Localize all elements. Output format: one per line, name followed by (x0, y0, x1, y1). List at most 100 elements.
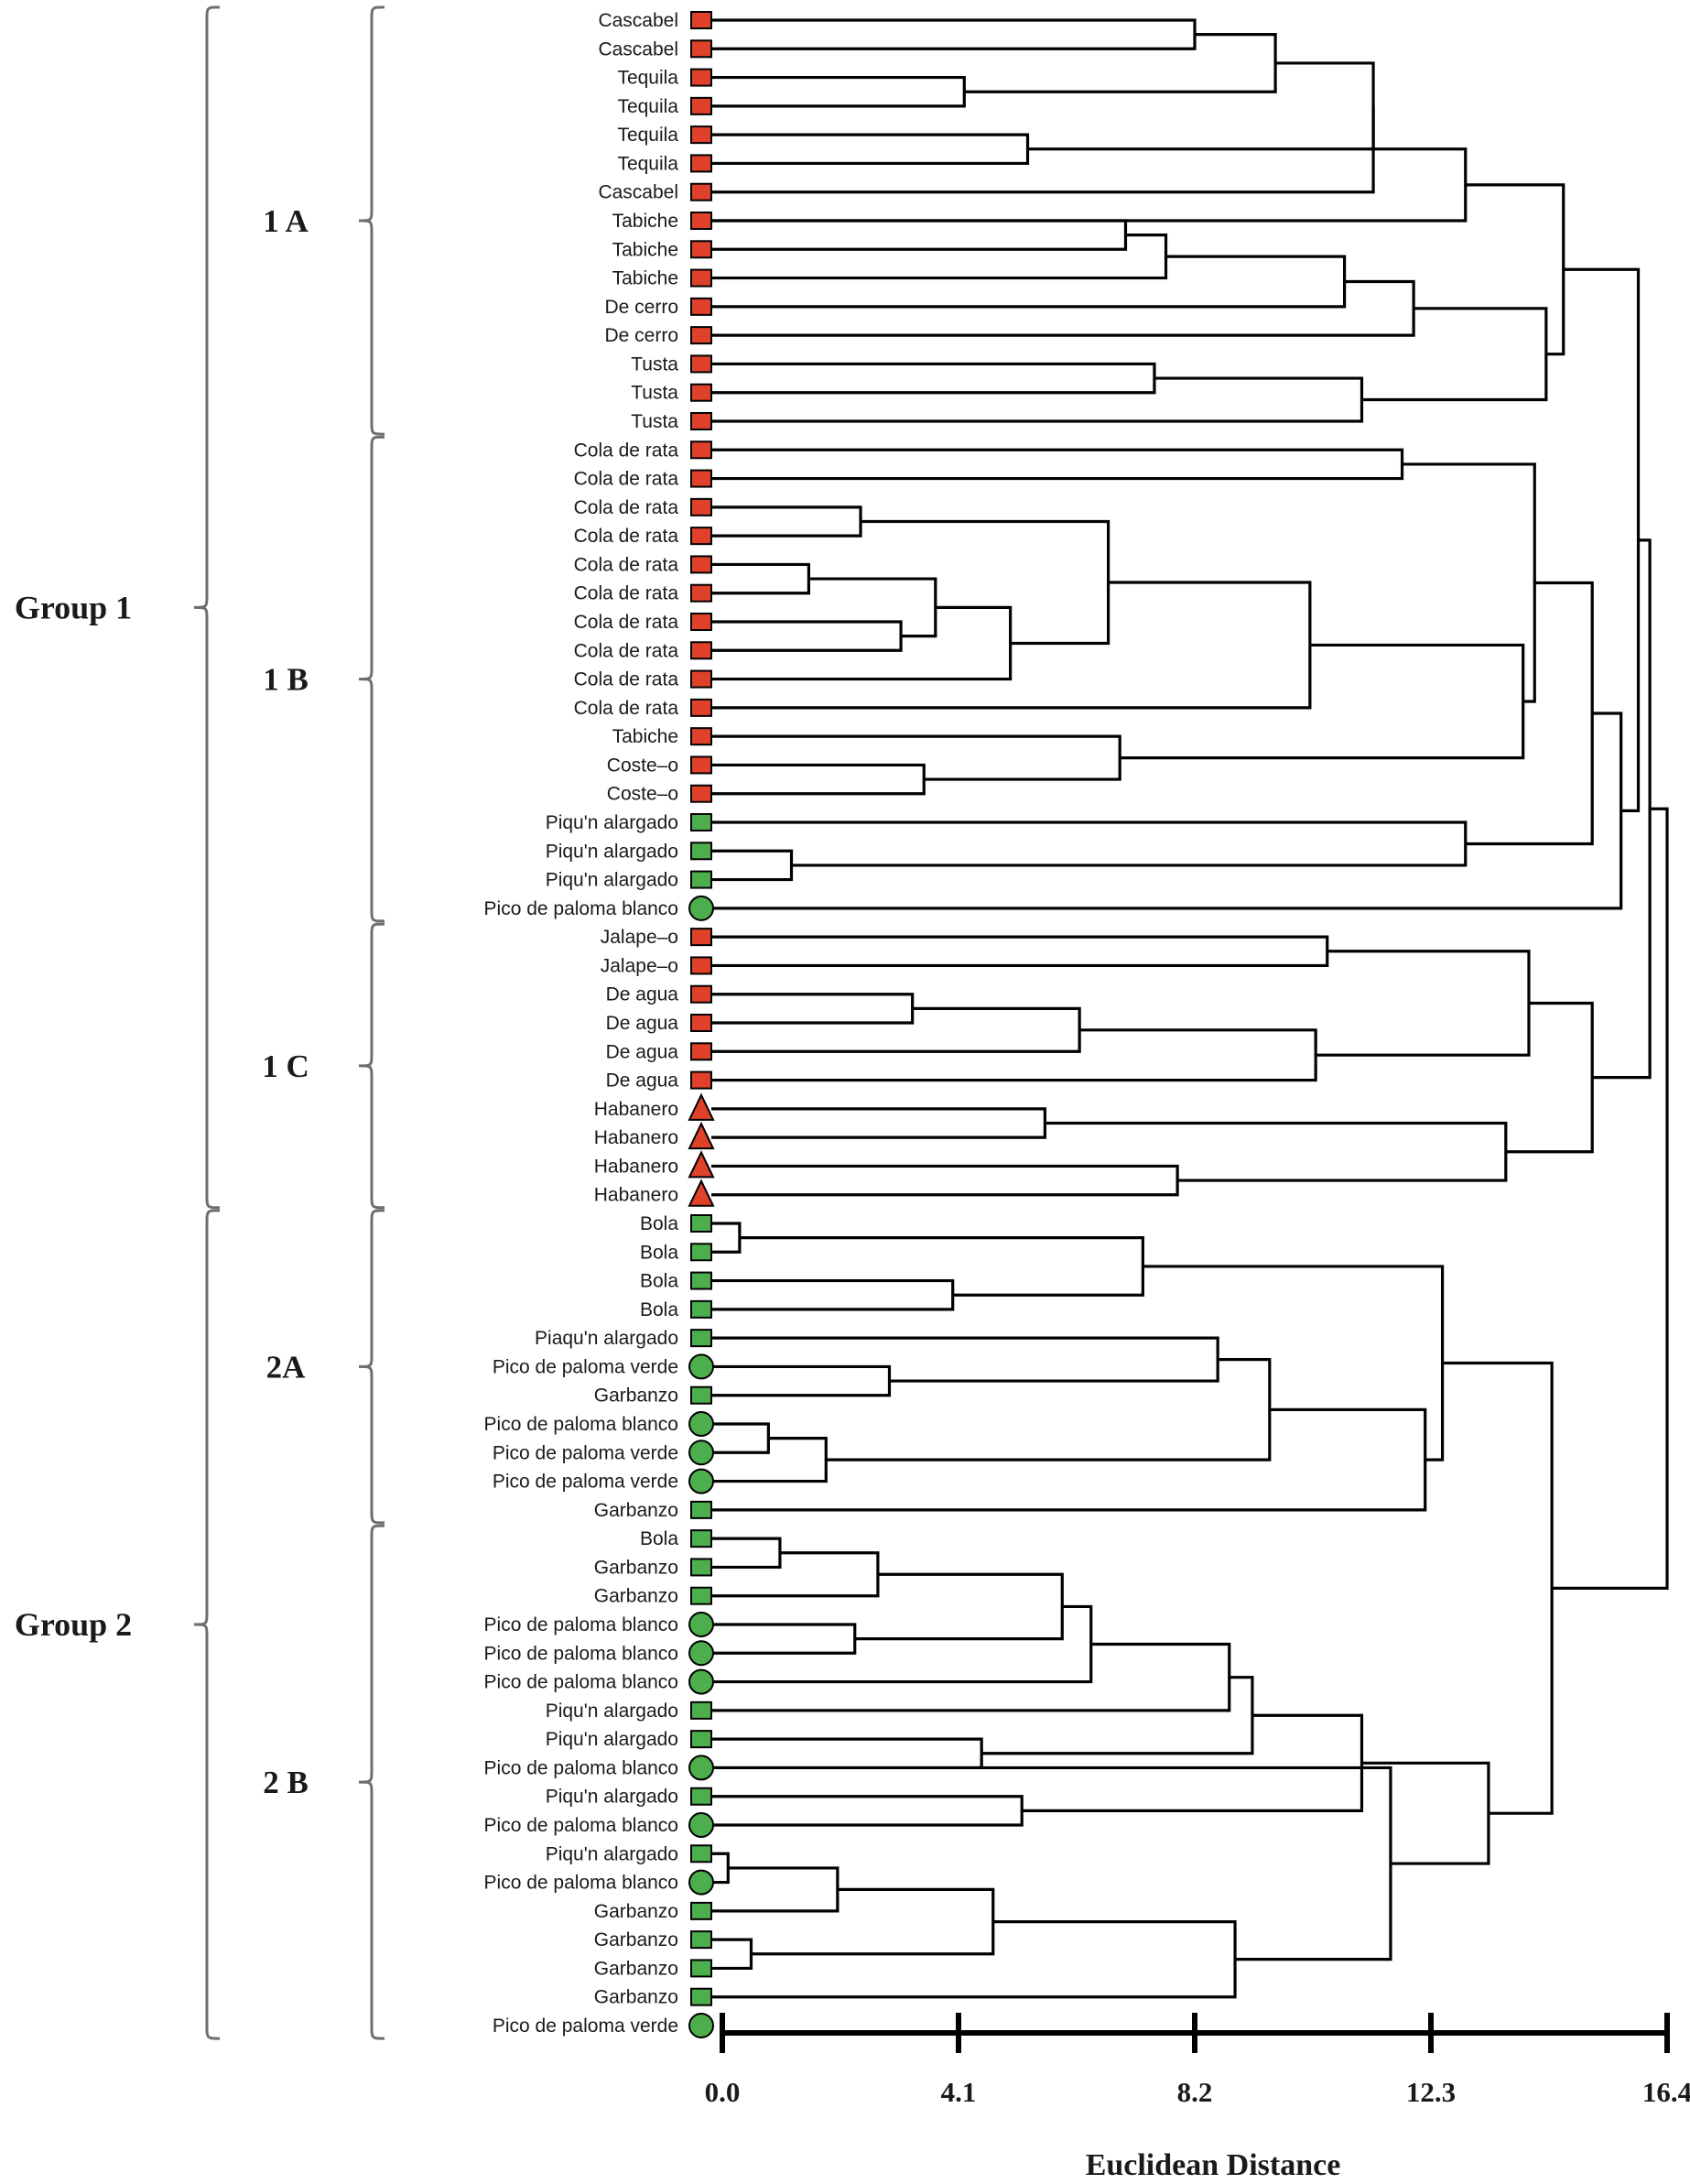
dendrogram-link (1465, 183, 1565, 356)
leaf-marker-square (690, 125, 712, 145)
leaf-label: De agua (606, 1013, 679, 1034)
leaf-label: Piqu'n alargado (546, 1700, 678, 1722)
x-axis-title: Euclidean Distance (1086, 2148, 1341, 2182)
dendrogram-link (711, 1919, 1237, 1999)
x-tick-label: 4.1 (941, 2076, 977, 2108)
leaf-marker-square (690, 1271, 712, 1290)
x-tick-label: 16.4 (1642, 2076, 1690, 2108)
dendrogram-link (711, 712, 1623, 910)
leaf-label: Garbanzo (594, 1557, 678, 1578)
leaf-marker-square (690, 39, 712, 59)
leaf-label: De agua (606, 984, 679, 1005)
dendrogram-link (739, 1236, 1144, 1297)
dendrogram-link (711, 1278, 955, 1311)
leaf-marker-square (690, 527, 712, 546)
dendrogram-link (1442, 1361, 1554, 1815)
leaf-label: Cascabel (598, 38, 678, 60)
leaf-label: Cola de rata (574, 469, 679, 490)
leaf-marker-circle (688, 1812, 714, 1838)
dendrogram-link (711, 1737, 983, 1770)
leaf-label: Bola (640, 1242, 678, 1263)
dendrogram-link (711, 1604, 1093, 1684)
leaf-marker-square (690, 583, 712, 603)
leaf-marker-square (690, 641, 712, 660)
x-axis: 0.0 4.1 8.2 12.3 16.4 Euclidean Distance (705, 2013, 1690, 2182)
leaf-label: Piqu'n alargado (546, 1787, 678, 1808)
leaf-marker-square (690, 1987, 712, 2006)
leaf-marker-square (690, 1700, 712, 1720)
leaf-label: Cascabel (598, 182, 678, 203)
subgroup-brace (358, 922, 385, 1210)
leaf-label: Tabiche (612, 268, 678, 289)
leaf-marker-square (690, 182, 712, 201)
dendrogram-link (711, 935, 1329, 968)
subgroup-label: 1 A (263, 203, 309, 239)
leaf-label: Pico de paloma verde (493, 1442, 678, 1463)
leaf-marker-circle (688, 1353, 714, 1380)
leaf-label: Pico de paloma blanco (484, 1815, 678, 1836)
leaf-marker-square (690, 613, 712, 631)
leaf-label: Tabiche (612, 726, 678, 747)
leaf-marker-circle (688, 1411, 714, 1437)
dendrogram-link (711, 234, 1168, 280)
leaf-marker-square (690, 68, 712, 87)
dendrogram-link (711, 1795, 1024, 1827)
dendrogram-link (1361, 307, 1548, 402)
dendrogram-link (711, 993, 915, 1025)
leaf-marker-circle (688, 895, 714, 921)
leaf-label: De agua (606, 1070, 679, 1092)
leaf-label: Tequila (617, 153, 678, 174)
leaf-label: Piqu'n alargado (546, 812, 678, 833)
leaf-marker-square (690, 326, 712, 345)
leaf-marker-square (690, 1558, 712, 1577)
dendrogram-link (711, 105, 1375, 194)
leaf-label: Cola de rata (574, 698, 679, 719)
x-tick-label: 8.2 (1177, 2076, 1213, 2108)
leaf-marker-circle (688, 1668, 714, 1695)
leaf-markers (688, 11, 715, 2038)
dendrogram-link (711, 849, 794, 882)
leaf-marker-square (690, 440, 712, 460)
leaf-label: De agua (606, 1041, 679, 1062)
dendrogram-link (711, 1107, 1046, 1139)
leaf-label: Tequila (617, 125, 678, 146)
dendrogram-link (1465, 581, 1594, 846)
dendrogram-link (711, 1222, 742, 1254)
dendrogram-link (1316, 950, 1531, 1057)
dendrogram-link (711, 18, 1197, 50)
dendrogram-link (964, 33, 1277, 93)
subgroup-label: 2A (266, 1349, 307, 1385)
leaf-label: Cola de rata (574, 497, 679, 518)
leaf-marker-square (690, 497, 712, 516)
leaf-marker-square (690, 1787, 712, 1806)
leaf-marker-circle (688, 1440, 714, 1466)
leaf-marker-square (690, 1586, 712, 1605)
leaf-marker-square (690, 1959, 712, 1978)
dendrogram-link (711, 763, 926, 796)
dendrogram-link (1402, 462, 1536, 703)
group-label: Group 1 (15, 589, 132, 625)
leaf-marker-triangle (688, 1150, 715, 1179)
dendrogram-link (808, 577, 937, 638)
dendrogram-link (711, 1336, 1219, 1383)
leaf-label: Tequila (617, 96, 678, 117)
leaf-marker-square (690, 1042, 712, 1061)
dendrogram-link (711, 219, 1128, 251)
dendrogram-link (711, 581, 1312, 710)
dendrogram-link (711, 133, 1030, 166)
leaf-label: Garbanzo (594, 1929, 678, 1950)
dendrogram-link (1592, 538, 1652, 1080)
dendrogram-link (711, 1938, 753, 1971)
leaf-marker-square (690, 1385, 712, 1405)
leaf-marker-circle (688, 1755, 714, 1781)
dendrogram-link (711, 820, 1468, 867)
dendrogram-link (711, 1437, 828, 1483)
dendrogram-link (1022, 1713, 1364, 1812)
dendrogram-link (711, 734, 1121, 781)
dendrogram-link (1552, 807, 1669, 1590)
subgroup-brace (358, 5, 385, 436)
leaf-marker-square (690, 383, 712, 402)
leaf-marker-square (690, 669, 712, 689)
dendrogram-link (711, 1551, 880, 1598)
dendrogram-link (711, 448, 1404, 481)
